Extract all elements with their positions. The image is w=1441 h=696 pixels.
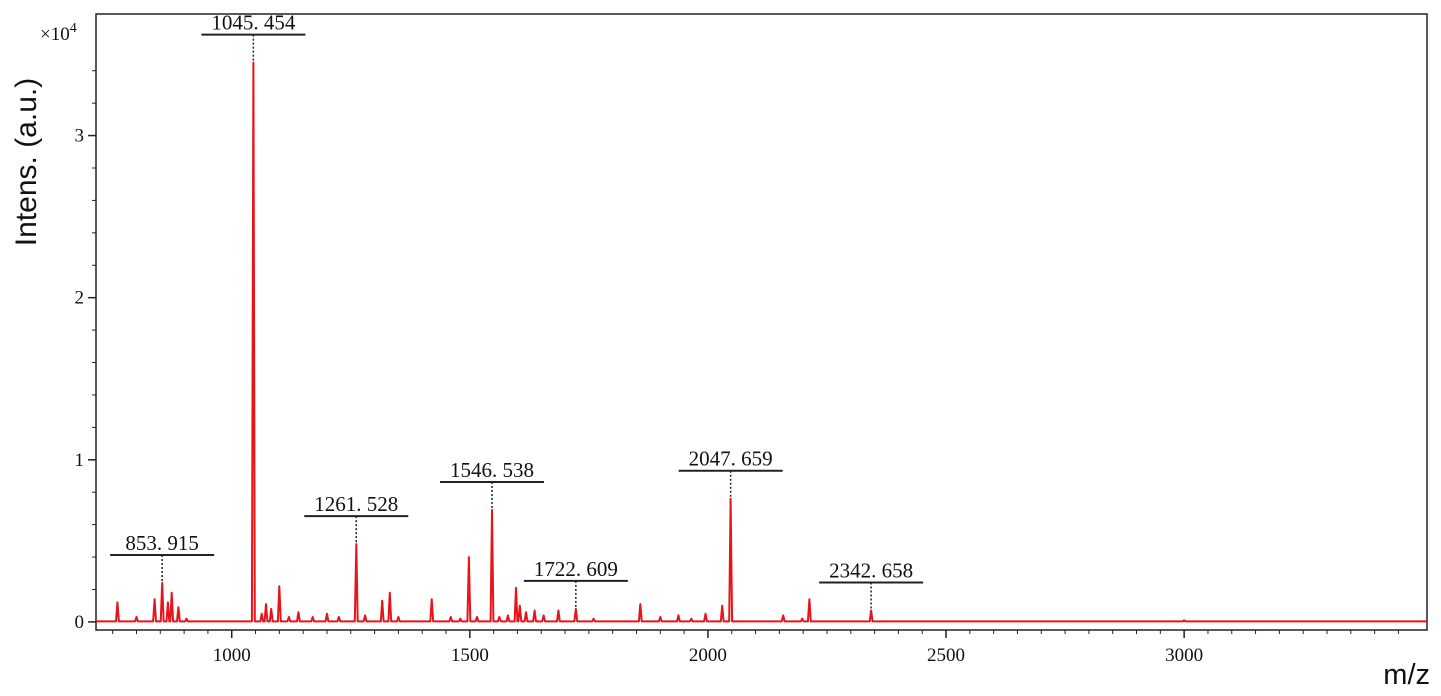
spectrum-peak bbox=[659, 616, 662, 618]
peak-label: 1546. 538 bbox=[450, 458, 534, 482]
x-axis-title: m/z bbox=[1383, 659, 1430, 691]
x-tick-label: 2000 bbox=[689, 645, 727, 666]
spectrum-peak bbox=[808, 598, 811, 600]
spectrum-peak bbox=[498, 616, 501, 618]
peak-label: 2342. 658 bbox=[829, 559, 913, 583]
spectrum-peak bbox=[355, 543, 358, 545]
spectrum-peak bbox=[721, 604, 724, 607]
y-tick-label: 0 bbox=[75, 612, 85, 633]
spectrum-peak bbox=[575, 608, 577, 610]
spectrum-peak bbox=[639, 603, 642, 605]
spectrum-peak bbox=[729, 497, 732, 500]
spectrum-peak bbox=[381, 600, 384, 602]
spectrum-peak bbox=[135, 616, 138, 618]
spectrum-peak bbox=[870, 609, 872, 612]
spectrum-peak bbox=[801, 617, 804, 620]
y-axis-multiplier: ×104 bbox=[40, 21, 77, 45]
spectrum-peak bbox=[338, 616, 340, 618]
y-axis-title: Intens. (a.u.) bbox=[10, 78, 43, 246]
spectrum-peak bbox=[533, 609, 536, 612]
spectrum-peak bbox=[397, 616, 400, 618]
spectrum-peak bbox=[519, 604, 521, 607]
y-multiplier-exponent: 4 bbox=[70, 21, 77, 36]
spectrum-peak bbox=[297, 611, 300, 613]
x-tick-label: 2500 bbox=[927, 645, 965, 666]
spectrum-peak bbox=[252, 61, 255, 64]
spectrum-peak bbox=[177, 606, 180, 609]
spectrum-peak bbox=[704, 612, 707, 615]
spectrum-peak bbox=[1183, 619, 1185, 622]
spectrum-line bbox=[96, 61, 1427, 623]
spectrum-peak bbox=[476, 616, 478, 618]
spectrum-peak bbox=[265, 603, 267, 605]
peak-label: 1045. 454 bbox=[211, 11, 296, 35]
peak-label: 1261. 528 bbox=[314, 492, 398, 516]
y-tick-label: 1 bbox=[75, 450, 85, 471]
spectrum-peak bbox=[153, 598, 156, 600]
spectrum-peak bbox=[167, 601, 169, 604]
spectrum-peak bbox=[525, 611, 527, 613]
spectrum-peak bbox=[170, 591, 173, 594]
spectrum-peak bbox=[288, 616, 290, 618]
peak-label: 853. 915 bbox=[125, 531, 199, 555]
spectrum-peak bbox=[311, 616, 314, 618]
spectrum-series bbox=[96, 61, 1427, 623]
spectrum-peak bbox=[389, 591, 391, 594]
spectrum-peak bbox=[515, 587, 517, 589]
spectrum-peak bbox=[326, 612, 328, 615]
spectrum-peak bbox=[260, 612, 263, 615]
spectrum-peak bbox=[468, 556, 470, 558]
spectrum-peak bbox=[491, 509, 493, 511]
x-tick-label: 1500 bbox=[451, 645, 489, 666]
peak-label: 2047. 659 bbox=[689, 447, 773, 471]
spectrum-peak bbox=[430, 598, 433, 600]
peak-labels: 853. 915 1045. 454 1261. 528 1546. 538 1722.… bbox=[110, 11, 924, 609]
spectrum-peak bbox=[592, 617, 595, 620]
spectrum-peak bbox=[690, 617, 693, 620]
y-multiplier-base: ×10 bbox=[40, 24, 70, 45]
x-tick-label: 3000 bbox=[1165, 645, 1203, 666]
peak-label: 1722. 609 bbox=[534, 557, 618, 581]
spectrum-peak bbox=[161, 582, 163, 584]
spectrum-peak bbox=[557, 609, 560, 612]
spectrum-peak bbox=[116, 601, 119, 604]
spectrum-peak bbox=[459, 617, 462, 620]
y-tick-label: 3 bbox=[75, 126, 85, 147]
x-axis-ticks: 1000 1500 2000 2500 3000 bbox=[112, 630, 1399, 666]
spectrum-peak bbox=[270, 608, 273, 610]
spectrum-peak bbox=[185, 617, 188, 620]
spectrum-peak bbox=[364, 614, 366, 617]
spectrum-peak bbox=[449, 616, 452, 618]
spectrum-peak bbox=[542, 614, 545, 617]
y-tick-label: 2 bbox=[75, 288, 85, 309]
spectrum-peak bbox=[278, 585, 281, 588]
spectrum-peak bbox=[677, 614, 680, 617]
spectrum-peak bbox=[507, 614, 509, 617]
x-tick-label: 1000 bbox=[213, 645, 251, 666]
spectrum-peak bbox=[782, 614, 784, 617]
plot-frame bbox=[95, 13, 1428, 631]
y-axis-ticks: 0 1 2 3 bbox=[75, 70, 96, 633]
